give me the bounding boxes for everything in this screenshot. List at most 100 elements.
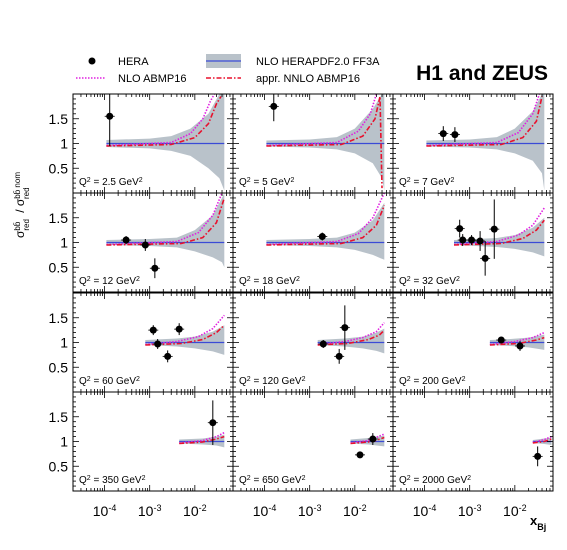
herapdf-uncertainty-band xyxy=(106,193,225,268)
panel-q2-4: Q2 = 18 GeV2 xyxy=(232,192,394,293)
panel-plot-area xyxy=(106,193,226,279)
data-point xyxy=(335,352,343,360)
abmp16-nlo-line xyxy=(106,94,216,147)
data-point xyxy=(175,325,183,333)
data-point xyxy=(154,340,162,348)
abmp16-nlo-line xyxy=(350,433,385,444)
panel-q2-label: Q2 = 650 GeV2 xyxy=(239,475,306,487)
data-point xyxy=(356,451,364,459)
x-axis-label: xBj xyxy=(530,513,546,532)
data-point xyxy=(468,236,476,244)
x-tick-label: 10-2 xyxy=(343,503,367,519)
y-tick-labels: 0.5 1 1.5 0.5 1 1.5 0.5 1 1.5 0.5 1 1.5 xyxy=(49,111,69,475)
panel-plot-area xyxy=(266,193,386,260)
data-point xyxy=(534,452,542,460)
legend-label-herapdf: NLO HERAPDF2.0 FF3A xyxy=(256,56,380,68)
data-point xyxy=(106,112,114,120)
data-point xyxy=(476,237,484,245)
abmp16-nlo-line xyxy=(426,94,541,147)
panel-q2-label: Q2 = 120 GeV2 xyxy=(239,376,306,388)
panel-plot-area xyxy=(350,433,385,459)
panel-plot-area xyxy=(104,94,225,191)
abmp16-nnlo-line xyxy=(489,336,545,346)
panel-q2-label: Q2 = 32 GeV2 xyxy=(399,276,460,288)
legend-label-hera: HERA xyxy=(118,56,149,68)
x-tick-label: 10-2 xyxy=(503,503,527,519)
abmp16-nnlo-line xyxy=(317,329,385,346)
x-tick-label: 10-4 xyxy=(413,503,437,519)
abmp16-nnlo-line xyxy=(532,438,552,444)
data-point xyxy=(369,435,377,443)
panel-plot-area xyxy=(532,435,552,467)
panel-q2-11: Q2 = 2000 GeV2 xyxy=(392,391,554,492)
abmp16-nlo-line xyxy=(179,431,225,444)
abmp16-nnlo-line xyxy=(106,197,226,246)
herapdf-uncertainty-band xyxy=(454,217,545,257)
legend-marker-hera xyxy=(88,57,96,65)
x-tick-label: 10-3 xyxy=(138,503,162,519)
abmp16-nlo-line xyxy=(145,314,225,346)
data-point xyxy=(164,352,172,360)
panel-q2-3: Q2 = 12 GeV2 xyxy=(72,192,234,293)
data-point xyxy=(451,131,459,139)
y-tick-label: 0.5 xyxy=(49,160,69,176)
herapdf-uncertainty-band xyxy=(426,94,545,191)
legend: HERA NLO HERAPDF2.0 FF3A NLO ABMP16 appr… xyxy=(76,54,380,85)
abmp16-nlo-line xyxy=(317,322,385,346)
herapdf-uncertainty-band xyxy=(106,94,225,191)
data-point xyxy=(497,336,505,344)
panel-q2-9: Q2 = 350 GeV2 xyxy=(72,391,234,492)
y-tick-label: 0.5 xyxy=(49,259,69,275)
y-tick-label: 1.5 xyxy=(49,409,69,425)
abmp16-nnlo-line xyxy=(426,96,543,147)
data-point xyxy=(318,233,326,241)
data-point xyxy=(151,264,159,272)
x-tick-label: 10-4 xyxy=(93,503,117,519)
y-tick-label: 1 xyxy=(60,235,68,251)
y-tick-label: 1 xyxy=(60,434,68,450)
x-tick-label: 10-3 xyxy=(298,503,322,519)
y-tick-label: 1.5 xyxy=(49,111,69,127)
data-point xyxy=(481,254,489,262)
panel-q2-0: Q2 = 2.5 GeV2 xyxy=(72,93,234,194)
data-point xyxy=(122,236,130,244)
legend-item-herapdf: NLO HERAPDF2.0 FF3A xyxy=(206,54,380,68)
abmp16-nnlo-line xyxy=(106,96,222,147)
y-tick-label: 1.5 xyxy=(49,310,69,326)
data-point xyxy=(270,102,278,110)
panel-q2-label: Q2 = 2000 GeV2 xyxy=(399,475,471,487)
abmp16-nlo-line xyxy=(266,193,386,246)
panel-q2-label: Q2 = 12 GeV2 xyxy=(79,276,140,288)
legend-item-abmp16-nnlo: appr. NNLO ABMP16 xyxy=(206,73,360,85)
legend-label-abmp16-nnlo: appr. NNLO ABMP16 xyxy=(256,73,360,85)
data-point xyxy=(319,340,327,348)
y-tick-label: 1 xyxy=(60,136,68,152)
abmp16-nlo-line xyxy=(532,435,552,444)
data-point xyxy=(149,326,157,334)
abmp16-nnlo-line xyxy=(266,96,383,189)
panel-q2-label: Q2 = 18 GeV2 xyxy=(239,276,300,288)
abmp16-nnlo-line xyxy=(266,205,386,246)
y-tick-label: 0.5 xyxy=(49,458,69,474)
abmp16-nlo-line xyxy=(106,193,223,246)
y-tick-label: 0.5 xyxy=(49,359,69,375)
panel-plot-area xyxy=(266,94,385,191)
data-point xyxy=(490,225,498,233)
y-axis-label: σbb̄red / σbb̄ nomred xyxy=(13,172,31,238)
chart-title: H1 and ZEUS xyxy=(416,62,548,85)
panel-q2-6: Q2 = 60 GeV2 xyxy=(72,292,234,393)
panel-grid: Q2 = 2.5 GeV2 Q2 = 5 GeV2 Q2 = 7 GeV2 Q2 = … xyxy=(72,93,554,492)
data-point xyxy=(459,236,467,244)
abmp16-nnlo-line xyxy=(179,435,225,445)
panel-plot-area xyxy=(453,199,545,276)
panel-q2-5: Q2 = 32 GeV2 xyxy=(392,192,554,293)
panel-plot-area xyxy=(489,331,545,351)
panel-q2-7: Q2 = 120 GeV2 xyxy=(232,292,394,393)
data-point xyxy=(141,241,149,249)
panel-plot-area xyxy=(317,305,385,364)
legend-item-abmp16-nlo: NLO ABMP16 xyxy=(76,73,186,85)
panel-q2-label: Q2 = 7 GeV2 xyxy=(399,177,454,189)
herapdf-uncertainty-band xyxy=(266,202,385,260)
legend-label-abmp16-nlo: NLO ABMP16 xyxy=(118,73,186,85)
